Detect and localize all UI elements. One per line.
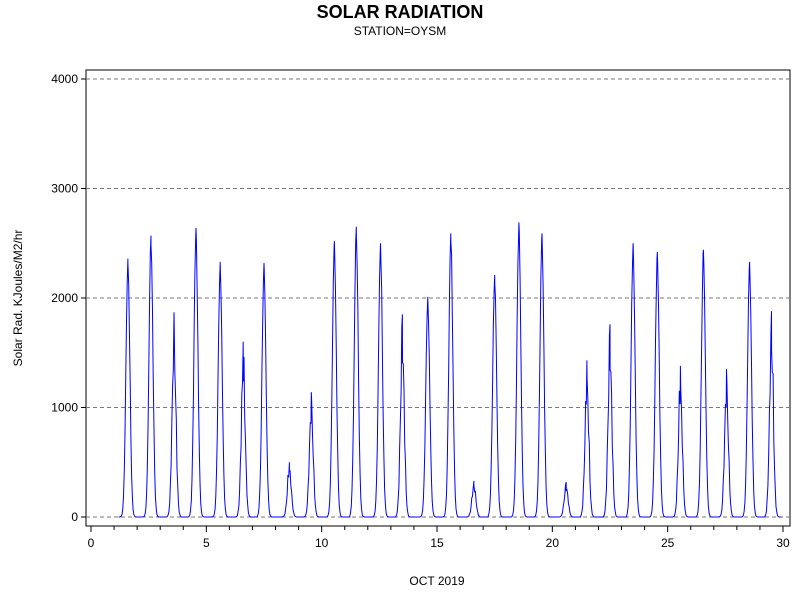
daily-peak-point bbox=[518, 221, 520, 223]
x-tick-label: 20 bbox=[546, 536, 560, 550]
daily-peak-point bbox=[242, 341, 244, 343]
x-axis: 0 5 10 15 20 25 30 bbox=[88, 526, 790, 550]
daily-peak-point bbox=[195, 227, 197, 229]
daily-peak-point bbox=[541, 232, 543, 234]
daily-peak-point bbox=[401, 313, 403, 315]
grid-lines bbox=[86, 78, 790, 518]
daily-peak-point bbox=[288, 461, 290, 463]
daily-peak-point bbox=[632, 242, 634, 244]
x-tick-label: 10 bbox=[315, 536, 329, 550]
daily-peak-point bbox=[565, 481, 567, 483]
x-tick-label: 15 bbox=[430, 536, 444, 550]
x-tick-label: 30 bbox=[776, 536, 790, 550]
daily-peak-point bbox=[770, 310, 772, 312]
daily-peak-point bbox=[494, 274, 496, 276]
daily-peak-point bbox=[127, 258, 129, 260]
daily-peak-point bbox=[310, 391, 312, 393]
x-tick-label: 25 bbox=[661, 536, 675, 550]
x-tick-label: 0 bbox=[88, 536, 95, 550]
daily-peak-point bbox=[473, 480, 475, 482]
y-axis-label: Solar Rad. KJoules/M2/hr bbox=[11, 230, 25, 367]
daily-peak-point bbox=[450, 232, 452, 234]
daily-peak-point bbox=[609, 323, 611, 325]
daily-peak-point bbox=[656, 251, 658, 253]
y-tick-label: 0 bbox=[71, 510, 78, 524]
daily-peak-point bbox=[725, 368, 727, 370]
daily-peak-point bbox=[173, 311, 175, 313]
daily-peak-point bbox=[379, 242, 381, 244]
y-tick-label: 3000 bbox=[51, 182, 78, 196]
daily-peak-point bbox=[150, 235, 152, 237]
daily-peak-point bbox=[679, 365, 681, 367]
daily-peak-point bbox=[333, 240, 335, 242]
y-tick-label: 1000 bbox=[51, 401, 78, 415]
daily-peak-point bbox=[702, 249, 704, 251]
y-tick-label: 2000 bbox=[51, 291, 78, 305]
daily-peak-point bbox=[219, 261, 221, 263]
daily-peak-point bbox=[586, 359, 588, 361]
x-tick-label: 5 bbox=[203, 536, 210, 550]
daily-peak-point bbox=[749, 261, 751, 263]
y-tick-label: 4000 bbox=[51, 72, 78, 86]
chart-title: SOLAR RADIATION bbox=[316, 2, 484, 22]
y-axis: 0 1000 2000 3000 4000 bbox=[51, 72, 86, 524]
daily-peak-point bbox=[427, 296, 429, 298]
x-axis-label: OCT 2019 bbox=[409, 574, 464, 588]
chart-subtitle: STATION=OYSM bbox=[353, 24, 447, 38]
daily-peak-point bbox=[263, 262, 265, 264]
daily-peak-point bbox=[355, 226, 357, 228]
series-line bbox=[118, 222, 782, 518]
